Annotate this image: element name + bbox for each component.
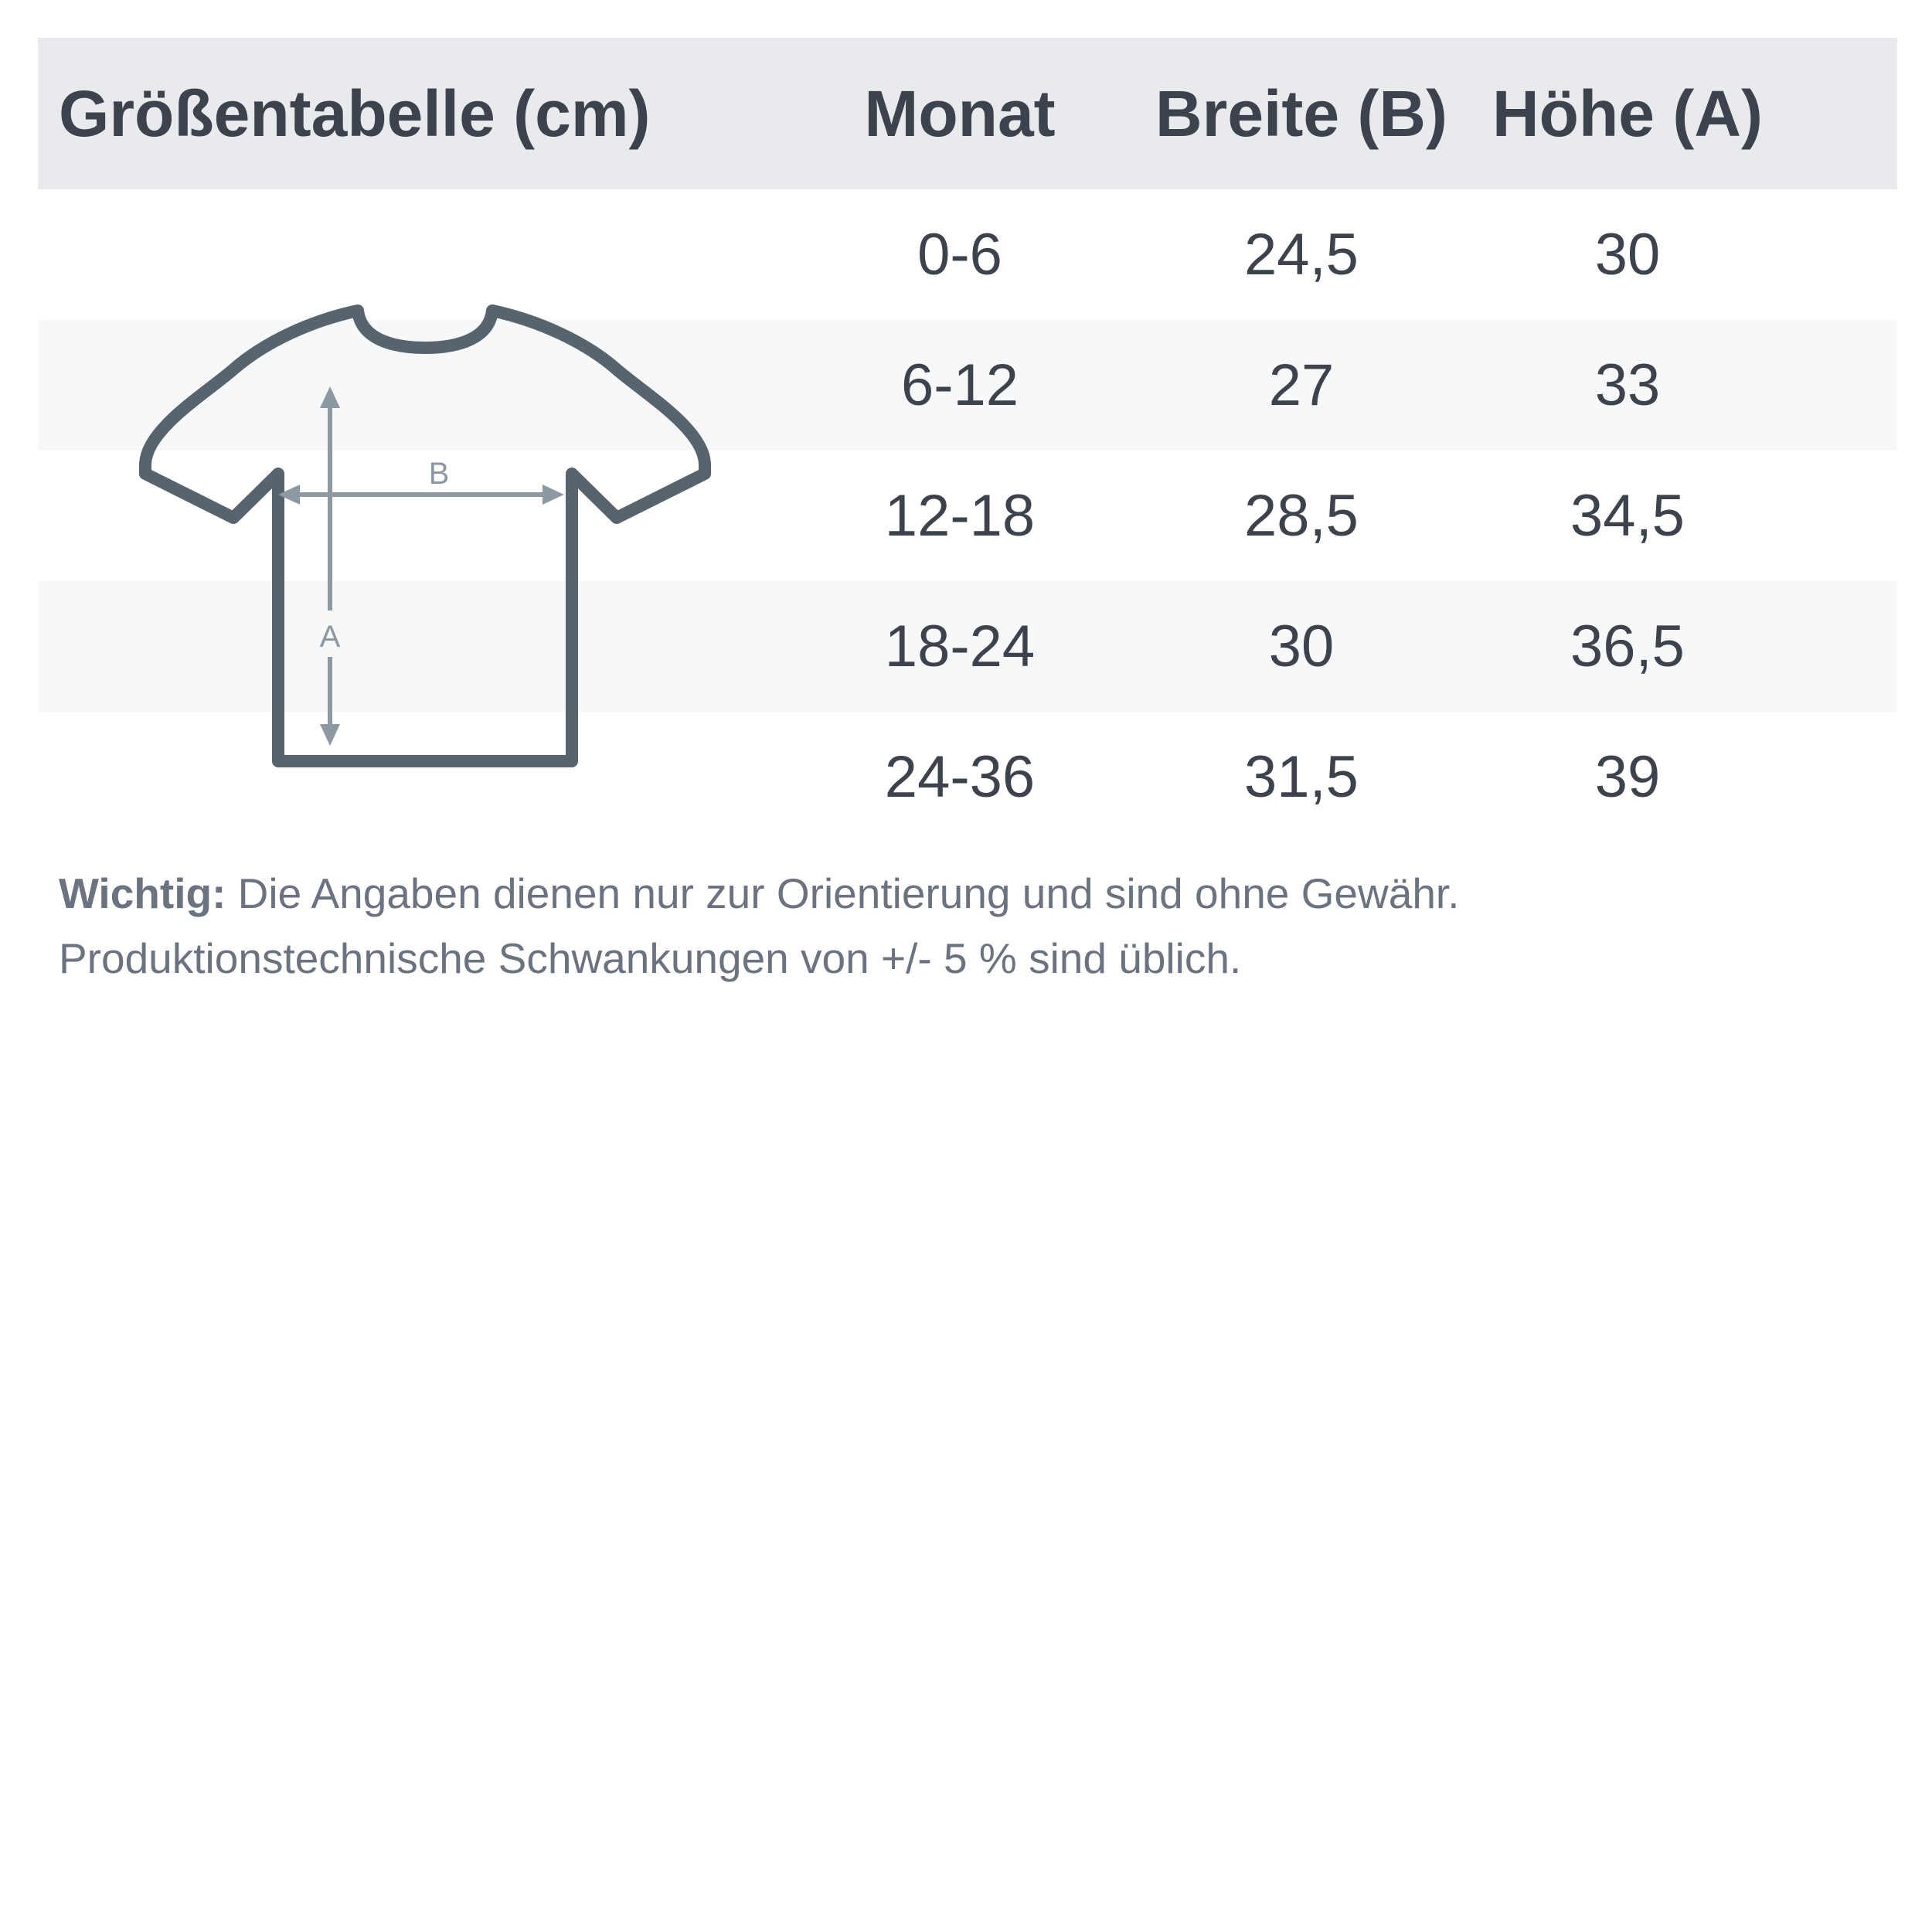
svg-text:B: B — [429, 457, 450, 491]
svg-text:A: A — [320, 620, 341, 654]
